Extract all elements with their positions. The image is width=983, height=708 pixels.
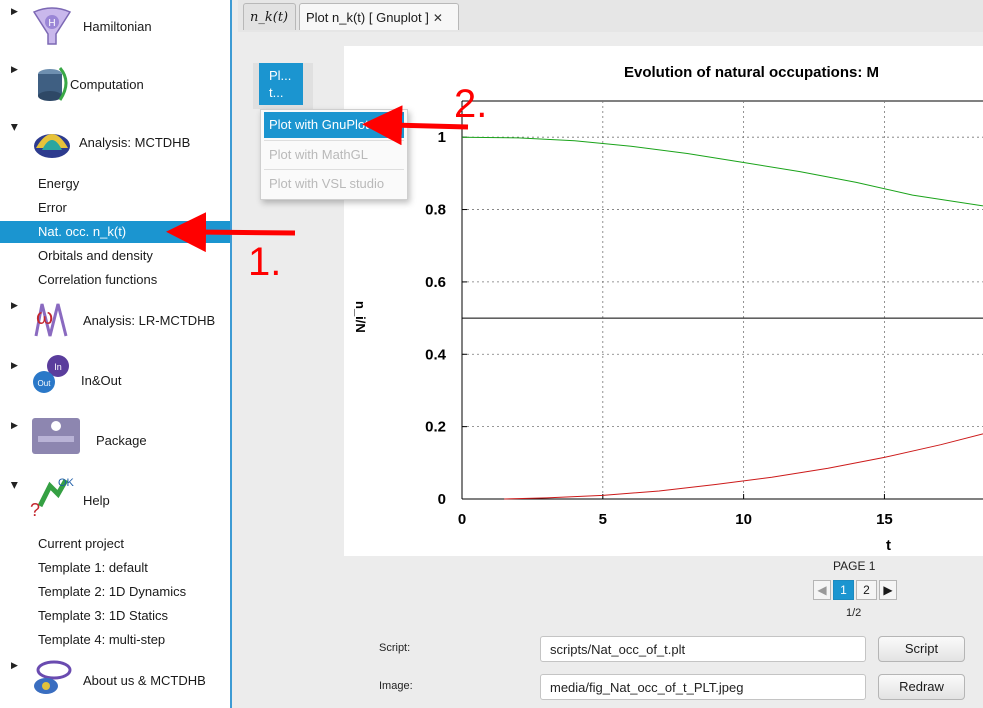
plot-button-line1: Pl... bbox=[269, 68, 292, 83]
pager-label: PAGE 1 bbox=[833, 559, 876, 573]
x-axis-label: t bbox=[886, 537, 891, 554]
menu-item-plot-vsl-studio[interactable]: Plot with VSL studio bbox=[269, 176, 385, 191]
expand-in-out-icon[interactable]: ▶ bbox=[11, 360, 18, 370]
tab-plot-gnuplot-label: Plot n_k(t) [ Gnuplot ] bbox=[306, 10, 429, 25]
x-tick-label: 5 bbox=[599, 511, 607, 528]
chart-series-group bbox=[461, 136, 983, 500]
tab-bar: n_k(t) Plot n_k(t) [ Gnuplot ] ✕ bbox=[238, 0, 983, 32]
annotation-arrow-2 bbox=[362, 105, 469, 146]
help-ok-icon: OK ? bbox=[30, 477, 74, 516]
chart-title: Evolution of natural occupations: M bbox=[624, 64, 879, 81]
y-tick-label: 0 bbox=[438, 491, 446, 508]
omega-wave-icon: ω bbox=[34, 303, 68, 337]
sidebar-item-error[interactable]: Error bbox=[38, 200, 67, 215]
analysis-surface-icon bbox=[34, 134, 70, 158]
pager-page-2[interactable]: 2 bbox=[856, 580, 877, 600]
image-field-label: Image: bbox=[379, 680, 413, 692]
sidebar-item-template-3[interactable]: Template 3: 1D Statics bbox=[38, 608, 169, 623]
tab-nk-t-label: n_k(t) bbox=[250, 10, 289, 25]
x-tick-label: 10 bbox=[735, 511, 752, 528]
svg-text:In: In bbox=[54, 362, 62, 372]
svg-text:?: ? bbox=[30, 500, 40, 516]
sidebar-category-computation[interactable]: Computation bbox=[70, 77, 144, 92]
annotation-step-2: 2. bbox=[454, 82, 488, 126]
expand-about-icon[interactable]: ▶ bbox=[11, 660, 18, 670]
menu-item-plot-mathgl[interactable]: Plot with MathGL bbox=[269, 147, 368, 162]
y-tick-label: 0.4 bbox=[425, 346, 447, 363]
package-box-icon bbox=[32, 418, 80, 454]
sidebar-category-in-out[interactable]: In&Out bbox=[81, 373, 122, 388]
sidebar-category-analysis-mctdhb[interactable]: Analysis: MCTDHB bbox=[79, 135, 191, 150]
natural-occupation-chart: Evolution of natural occupations: M 0 0.2… bbox=[353, 64, 983, 554]
menu-separator bbox=[264, 169, 404, 170]
menu-separator bbox=[264, 140, 404, 141]
script-field-label: Script: bbox=[379, 642, 411, 654]
svg-text:H: H bbox=[48, 18, 55, 29]
svg-text:Out: Out bbox=[38, 379, 52, 388]
y-tick-label: 0.2 bbox=[425, 419, 446, 436]
annotation-arrow-1 bbox=[166, 212, 296, 253]
image-path-field[interactable]: media/fig_Nat_occ_of_t_PLT.jpeg bbox=[540, 674, 866, 700]
pager-prev-button[interactable]: ◀ bbox=[813, 580, 831, 600]
x-tick-label: 15 bbox=[876, 511, 893, 528]
x-tick-label: 0 bbox=[458, 511, 466, 528]
sidebar-item-current-project[interactable]: Current project bbox=[38, 536, 124, 551]
sidebar-category-help[interactable]: Help bbox=[83, 493, 110, 508]
pager-page-1[interactable]: 1 bbox=[833, 580, 854, 600]
chart-grid bbox=[461, 100, 983, 500]
sidebar-category-analysis-lr-mctdhb[interactable]: Analysis: LR-MCTDHB bbox=[83, 313, 216, 328]
expand-package-icon[interactable]: ▶ bbox=[11, 420, 18, 430]
tab-nk-t[interactable]: n_k(t) bbox=[243, 3, 296, 30]
svg-text:ω: ω bbox=[36, 304, 53, 329]
tab-plot-gnuplot[interactable]: Plot n_k(t) [ Gnuplot ] ✕ bbox=[299, 3, 459, 30]
pager-next-button[interactable]: ▶ bbox=[879, 580, 897, 600]
expand-hamiltonian-icon[interactable]: ▶ bbox=[11, 6, 18, 16]
plot-canvas: Evolution of natural occupations: M 0 0.2… bbox=[344, 46, 983, 556]
about-atom-icon bbox=[34, 660, 72, 694]
pager-fraction: 1/2 bbox=[846, 607, 862, 619]
computation-cylinder-icon bbox=[38, 67, 68, 101]
y-tick-label: 0.6 bbox=[425, 274, 446, 291]
expand-lr-mctdhb-icon[interactable]: ▶ bbox=[11, 300, 18, 310]
annotation-step-1: 1. bbox=[248, 240, 282, 284]
plot-menu-button[interactable]: Pl... t... bbox=[259, 63, 303, 105]
sidebar-category-hamiltonian[interactable]: Hamiltonian bbox=[83, 19, 152, 34]
script-path-field[interactable]: scripts/Nat_occ_of_t.plt bbox=[540, 636, 866, 662]
sidebar-item-orbitals-density[interactable]: Orbitals and density bbox=[38, 248, 153, 263]
redraw-button[interactable]: Redraw bbox=[878, 674, 965, 700]
script-button[interactable]: Script bbox=[878, 636, 965, 662]
chart-tick-labels: 00.20.40.60.810 5 10 15 bbox=[425, 129, 893, 528]
series-line-1 bbox=[461, 136, 983, 207]
close-icon[interactable]: ✕ bbox=[432, 11, 443, 25]
sidebar-item-template-4[interactable]: Template 4: multi-step bbox=[38, 632, 166, 647]
svg-text:OK: OK bbox=[58, 477, 74, 489]
sidebar-item-template-2[interactable]: Template 2: 1D Dynamics bbox=[38, 584, 187, 599]
in-out-arrows-icon: In Out bbox=[33, 355, 69, 393]
y-tick-label: 0.8 bbox=[425, 202, 446, 219]
series-line-2 bbox=[504, 433, 983, 500]
sidebar-item-nat-occ-label: Nat. occ. n_k(t) bbox=[38, 224, 127, 239]
sidebar-category-package[interactable]: Package bbox=[96, 433, 147, 448]
sidebar-category-about[interactable]: About us & MCTDHB bbox=[83, 673, 206, 688]
expand-computation-icon[interactable]: ▶ bbox=[11, 64, 18, 74]
sidebar-item-energy[interactable]: Energy bbox=[38, 176, 80, 191]
sidebar-item-template-1[interactable]: Template 1: default bbox=[38, 560, 148, 575]
hamiltonian-funnel-icon: H bbox=[32, 7, 72, 45]
plot-button-line2: t... bbox=[269, 85, 284, 100]
sidebar-item-correlation-functions[interactable]: Correlation functions bbox=[38, 272, 158, 287]
y-tick-label: 1 bbox=[438, 129, 446, 146]
y-axis-label: n_i/N bbox=[353, 301, 368, 333]
